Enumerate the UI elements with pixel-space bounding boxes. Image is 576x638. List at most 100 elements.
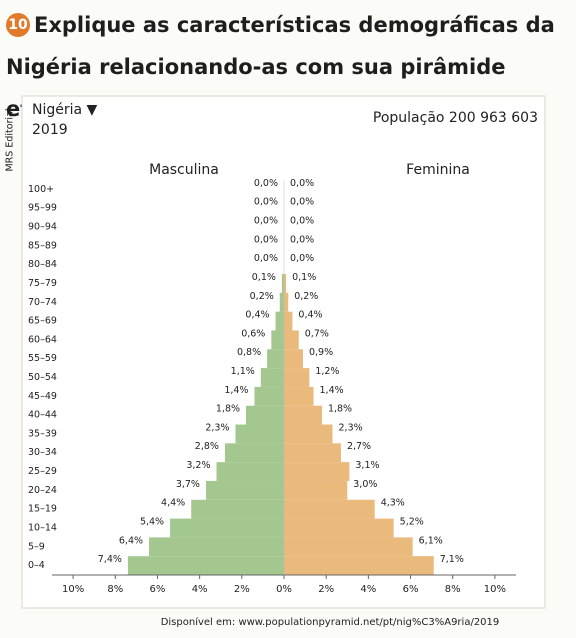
bar	[284, 386, 314, 406]
age-label: 80–84	[28, 259, 57, 270]
bar	[284, 537, 413, 557]
bar	[149, 537, 284, 557]
value-label: 3,1%	[355, 460, 379, 471]
bar	[267, 349, 284, 369]
bar	[284, 556, 434, 575]
x-tick-label: 4%	[360, 584, 376, 595]
bar	[205, 480, 284, 500]
value-label: 0,2%	[294, 291, 318, 302]
legend-female: Feminina	[406, 162, 470, 178]
value-label: 0,1%	[252, 272, 276, 283]
bar	[127, 556, 284, 575]
age-label: 70–74	[28, 297, 57, 308]
value-label: 1,2%	[315, 366, 339, 377]
bar	[216, 462, 284, 481]
age-label: 0–4	[28, 560, 45, 571]
age-label: 25–29	[28, 466, 57, 477]
age-label: 5–9	[28, 541, 45, 552]
bar	[284, 518, 394, 538]
x-tick-label: 4%	[192, 584, 208, 595]
age-label: 35–39	[28, 428, 57, 439]
value-label: 2,3%	[205, 422, 229, 433]
age-label: 50–54	[28, 372, 57, 383]
x-tick-label: 2%	[318, 584, 334, 595]
value-label: 1,4%	[224, 385, 248, 396]
bar	[284, 480, 348, 500]
bar	[281, 274, 284, 293]
age-label: 15–19	[28, 504, 57, 515]
x-tick-label: 10%	[62, 584, 84, 595]
bar	[284, 292, 289, 312]
value-label: 0,6%	[241, 328, 265, 339]
bar	[279, 292, 284, 312]
value-label: 0,0%	[290, 197, 314, 208]
value-label: 2,8%	[195, 441, 219, 452]
bar	[235, 424, 284, 444]
bar	[284, 330, 299, 350]
population: População 200 963 603	[373, 110, 538, 126]
value-label: 0,0%	[254, 197, 278, 208]
value-label: 0,0%	[254, 216, 278, 227]
x-tick-label: 0%	[276, 584, 292, 595]
value-label: 3,7%	[176, 479, 200, 490]
bar	[260, 368, 284, 387]
age-label: 30–34	[28, 447, 57, 458]
x-tick-label: 8%	[445, 584, 461, 595]
x-tick-label: 6%	[403, 584, 419, 595]
bar	[284, 462, 350, 481]
value-label: 3,2%	[186, 460, 210, 471]
value-label: 1,8%	[328, 404, 352, 415]
age-label: 55–59	[28, 353, 57, 364]
bar	[284, 274, 287, 293]
value-label: 1,4%	[320, 385, 344, 396]
bar	[284, 424, 333, 444]
bar	[271, 330, 284, 350]
source: Disponível em: www.populationpyramid.net…	[161, 616, 500, 628]
bar	[191, 499, 284, 519]
value-label: 2,3%	[339, 422, 363, 433]
x-tick-label: 6%	[150, 584, 166, 595]
value-label: 0,4%	[298, 310, 322, 321]
value-label: 0,0%	[290, 216, 314, 227]
age-label: 75–79	[28, 278, 57, 289]
bar	[254, 386, 284, 406]
value-label: 4,4%	[161, 498, 185, 509]
value-label: 6,1%	[419, 535, 443, 546]
value-label: 1,1%	[231, 366, 255, 377]
value-label: 5,4%	[140, 516, 164, 527]
bar	[284, 499, 375, 519]
value-label: 0,4%	[245, 310, 269, 321]
side-credit: MRS Editorial	[5, 108, 16, 171]
country: Nigéria ▼	[32, 102, 98, 118]
value-label: 0,9%	[309, 347, 333, 358]
value-label: 7,1%	[440, 554, 464, 565]
value-label: 6,4%	[119, 535, 143, 546]
value-label: 0,7%	[305, 328, 329, 339]
age-label: 10–14	[28, 522, 57, 533]
age-label: 95–99	[28, 203, 57, 214]
x-tick-label: 2%	[234, 584, 250, 595]
bar	[284, 405, 322, 425]
value-label: 0,0%	[290, 253, 314, 264]
age-label: 65–69	[28, 316, 57, 327]
bar	[170, 518, 284, 538]
value-label: 7,4%	[98, 554, 122, 565]
age-label: 100+	[28, 184, 54, 195]
age-label: 90–94	[28, 222, 57, 233]
year: 2019	[32, 122, 68, 138]
value-label: 3,0%	[353, 479, 377, 490]
bar	[224, 443, 284, 463]
bar	[284, 311, 293, 331]
age-label: 40–44	[28, 410, 57, 421]
value-label: 5,2%	[400, 516, 424, 527]
bar	[275, 311, 284, 331]
age-label: 60–64	[28, 334, 57, 345]
age-label: 85–89	[28, 240, 57, 251]
age-label: 45–49	[28, 391, 57, 402]
value-label: 1,8%	[216, 404, 240, 415]
value-label: 0,2%	[250, 291, 274, 302]
value-label: 0,0%	[290, 234, 314, 245]
value-label: 0,0%	[290, 178, 314, 189]
